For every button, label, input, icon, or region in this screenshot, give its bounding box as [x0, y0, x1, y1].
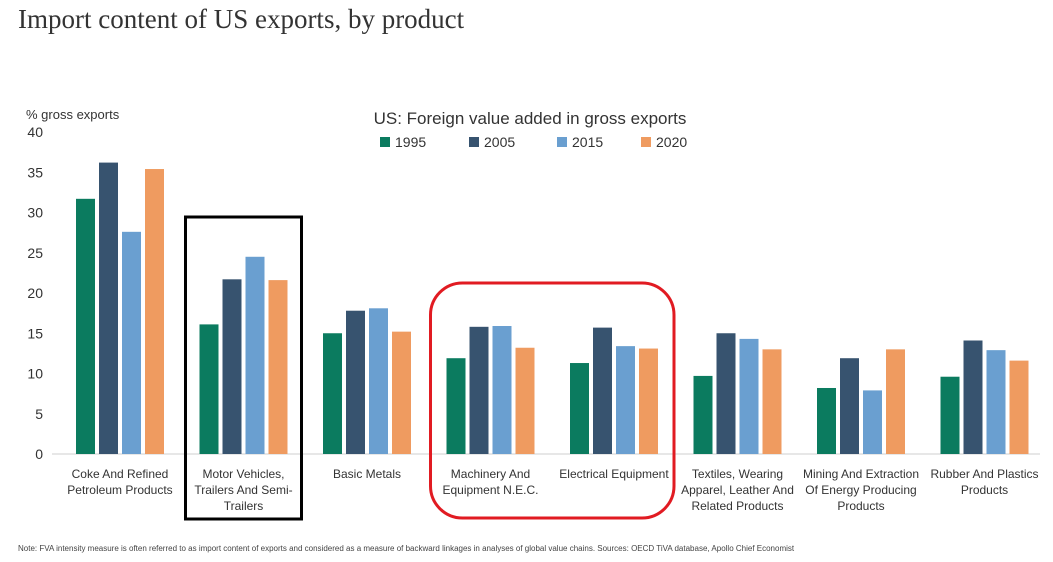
legend-swatch-2005	[469, 137, 479, 147]
bar-1995-7	[940, 376, 960, 454]
bar-2015-4	[616, 346, 635, 454]
bars	[76, 162, 1029, 454]
bar-2005-7	[963, 340, 983, 454]
bar-2020-3	[515, 347, 535, 454]
x-tick-label: Rubber And Plastics Products	[930, 467, 1038, 497]
bar-2005-0	[99, 162, 118, 454]
bar-1995-0	[76, 198, 95, 454]
y-tick-label: 35	[27, 164, 43, 180]
page-title: Import content of US exports, by product	[18, 4, 465, 34]
bar-1995-1	[199, 324, 219, 454]
x-axis-labels: Coke And Refined Petroleum Products Motor …	[67, 467, 1038, 513]
y-tick-label: 5	[35, 406, 43, 422]
y-tick-label: 0	[35, 446, 43, 462]
bar-2015-2	[369, 308, 388, 454]
x-tick-label: Electrical Equipment	[559, 467, 669, 481]
bar-2005-6	[840, 358, 859, 454]
y-axis-label: % gross exports	[26, 107, 120, 122]
bar-2020-0	[145, 169, 164, 454]
y-tick-label: 40	[27, 124, 43, 140]
bar-2020-1	[268, 280, 288, 454]
bar-2020-4	[639, 348, 658, 454]
legend-label-2015: 2015	[572, 134, 603, 150]
bar-1995-6	[817, 387, 836, 454]
bar-1995-4	[570, 363, 589, 454]
legend-swatch-2020	[641, 137, 651, 147]
highlight-box-red	[429, 281, 676, 520]
bar-2015-5	[739, 338, 759, 454]
bar-1995-5	[693, 375, 713, 454]
bar-2015-3	[492, 326, 512, 454]
y-tick-label: 25	[27, 245, 43, 261]
bar-1995-3	[446, 358, 466, 454]
x-tick-label: Basic Metals	[333, 467, 401, 481]
bar-2020-6	[886, 349, 905, 454]
legend-label-1995: 1995	[395, 134, 426, 150]
footnote: Note: FVA intensity measure is often ref…	[18, 544, 795, 553]
bar-1995-2	[323, 333, 342, 454]
x-tick-label: Coke And Refined Petroleum Products	[67, 467, 172, 497]
bar-2020-7	[1009, 360, 1029, 454]
bar-2015-0	[122, 231, 141, 454]
bar-2020-5	[762, 349, 782, 454]
bar-2015-7	[986, 350, 1006, 454]
bar-2005-5	[716, 333, 736, 454]
bar-2020-2	[392, 331, 411, 454]
legend-swatch-1995	[380, 137, 390, 147]
chart-title: US: Foreign value added in gross exports	[374, 109, 687, 128]
x-tick-label: Machinery And Equipment N.E.C.	[442, 467, 538, 497]
x-tick-label: Textiles, Wearing Apparel, Leather And Rel…	[681, 467, 794, 513]
legend: 1995 2005 2015 2020	[380, 134, 687, 150]
legend-swatch-2015	[557, 137, 567, 147]
y-tick-label: 20	[27, 285, 43, 301]
y-tick-label: 15	[27, 325, 43, 341]
bar-2015-6	[863, 390, 882, 454]
bar-2005-2	[346, 310, 365, 454]
legend-label-2020: 2020	[656, 134, 687, 150]
x-tick-label: Motor Vehicles, Trailers And Semi-Trailer…	[194, 467, 292, 513]
y-tick-label: 30	[27, 205, 43, 221]
highlight-box-black	[184, 215, 303, 521]
bar-2005-3	[469, 326, 489, 454]
annotations	[184, 215, 676, 521]
bar-2005-1	[222, 279, 242, 454]
x-tick-label: Mining And Extraction Of Energy Producing…	[803, 467, 919, 513]
bar-2005-4	[593, 327, 612, 454]
legend-label-2005: 2005	[484, 134, 515, 150]
y-tick-label: 10	[27, 366, 43, 382]
bar-2015-1	[245, 256, 265, 454]
